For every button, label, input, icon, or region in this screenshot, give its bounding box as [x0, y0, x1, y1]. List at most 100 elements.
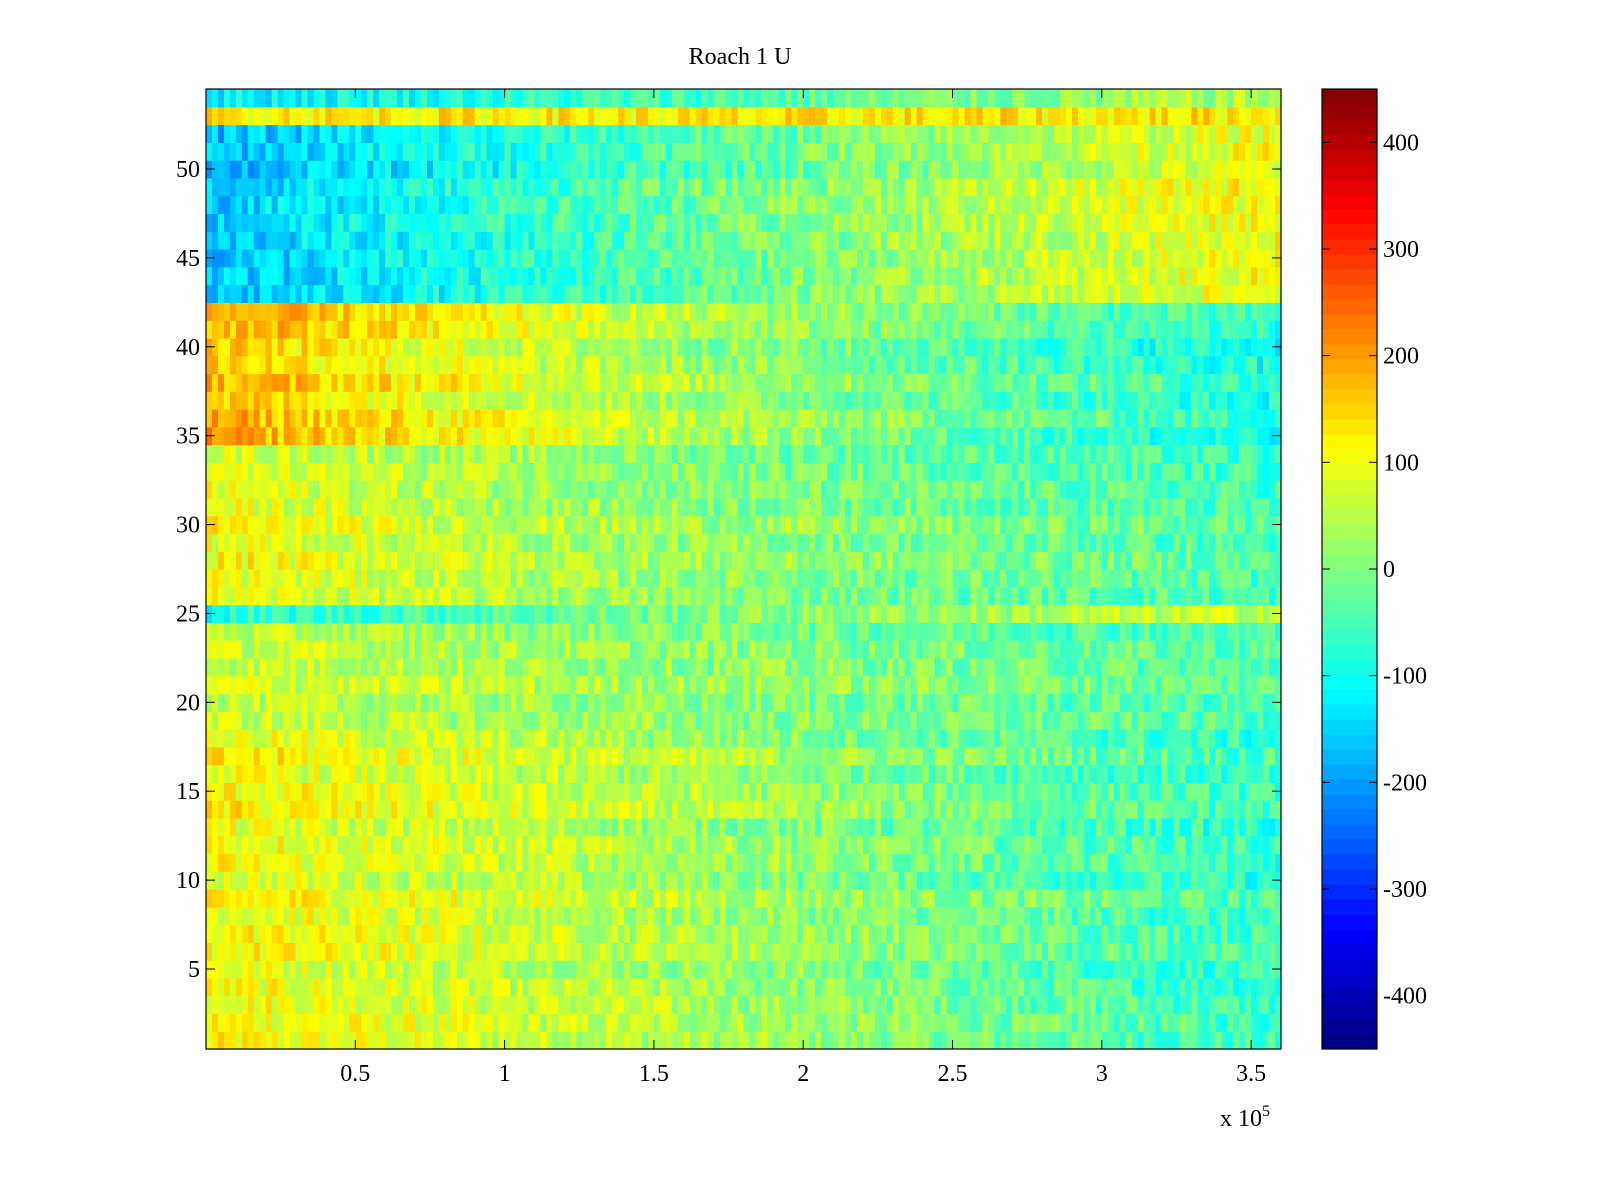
heatmap-cell: [922, 586, 930, 606]
heatmap-cell: [552, 586, 559, 606]
heatmap-cell: [1131, 657, 1139, 677]
heatmap-cell: [958, 764, 966, 783]
heatmap-cell: [241, 586, 249, 606]
heatmap-cell: [1101, 604, 1109, 623]
heatmap-cell: [1143, 995, 1151, 1015]
heatmap-cell: [1263, 640, 1270, 659]
heatmap-cell: [683, 1031, 691, 1050]
heatmap-cell: [689, 995, 697, 1015]
heatmap-cell: [1012, 569, 1019, 588]
heatmap-cell: [1083, 977, 1091, 997]
heatmap-cell: [1203, 942, 1210, 961]
heatmap-cell: [618, 977, 625, 997]
heatmap-cell: [331, 657, 338, 677]
heatmap-cell: [725, 622, 733, 641]
heatmap-cell: [510, 746, 518, 766]
heatmap-cell: [1054, 835, 1061, 855]
heatmap-cell: [1197, 782, 1204, 801]
heatmap-cell: [940, 622, 948, 641]
heatmap-cell: [409, 764, 416, 783]
heatmap-cell: [856, 657, 864, 677]
heatmap-cell: [271, 906, 279, 926]
heatmap-cell: [725, 871, 733, 890]
heatmap-cell: [761, 764, 768, 783]
heatmap-cell: [444, 906, 452, 926]
heatmap-cell: [486, 604, 494, 623]
heatmap-cell: [1066, 1013, 1073, 1032]
heatmap-cell: [964, 960, 972, 979]
heatmap-cell: [265, 995, 273, 1015]
heatmap-cell: [856, 711, 864, 730]
heatmap-cell: [1119, 924, 1127, 943]
heatmap-cell: [1012, 853, 1019, 872]
heatmap-cell: [564, 942, 571, 961]
heatmap-cell: [1179, 889, 1187, 908]
heatmap-cell: [349, 960, 356, 979]
heatmap-cell: [1185, 640, 1193, 659]
heatmap-cell: [1006, 675, 1013, 695]
heatmap-cell: [546, 977, 553, 997]
heatmap-cell: [307, 729, 315, 748]
heatmap-cell: [641, 942, 649, 961]
heatmap-cell: [773, 871, 780, 890]
heatmap-cell: [892, 889, 900, 908]
heatmap-cell: [982, 729, 989, 748]
heatmap-cell: [391, 871, 398, 890]
heatmap-cell: [665, 817, 673, 837]
heatmap-cell: [1209, 889, 1216, 908]
heatmap-cell: [331, 942, 338, 961]
heatmap-cell: [373, 729, 380, 748]
heatmap-cell: [731, 995, 739, 1015]
heatmap-cell: [367, 729, 374, 748]
heatmap-cell: [1149, 817, 1157, 837]
heatmap-cell: [426, 924, 434, 943]
heatmap-cell: [486, 657, 494, 677]
heatmap-cell: [289, 977, 297, 997]
heatmap-cell: [432, 729, 440, 748]
heatmap-cell: [695, 995, 703, 1015]
heatmap-cell: [600, 640, 607, 659]
heatmap-cell: [546, 569, 553, 588]
heatmap-cell: [1012, 906, 1019, 926]
heatmap-cell: [1215, 835, 1222, 855]
heatmap-cell: [683, 835, 691, 855]
heatmap-cell: [373, 622, 380, 641]
heatmap-cell: [206, 906, 213, 926]
heatmap-cell: [450, 1013, 458, 1032]
heatmap-cell: [397, 675, 404, 695]
heatmap-cell: [940, 889, 948, 908]
heatmap-cell: [325, 1013, 333, 1032]
heatmap-cell: [492, 800, 500, 819]
heatmap-cell: [994, 817, 1001, 837]
heatmap-cell: [1209, 853, 1216, 872]
heatmap-cell: [1042, 924, 1049, 943]
heatmap-cell: [1215, 622, 1222, 641]
heatmap-cell: [1179, 835, 1187, 855]
heatmap-cell: [1197, 977, 1204, 997]
heatmap-cell: [862, 586, 870, 606]
heatmap-cell: [534, 675, 542, 695]
heatmap-cell: [743, 657, 751, 677]
heatmap-cell: [1269, 1013, 1276, 1032]
heatmap-cell: [480, 622, 488, 641]
heatmap-cell: [874, 640, 882, 659]
heatmap-cell: [803, 942, 810, 961]
heatmap-cell: [898, 693, 906, 712]
heatmap-cell: [576, 729, 583, 748]
heatmap-cell: [1077, 746, 1085, 766]
heatmap-cell: [636, 960, 643, 979]
heatmap-cell: [403, 889, 410, 908]
heatmap-cell: [337, 889, 344, 908]
heatmap-cell: [1263, 960, 1270, 979]
heatmap-cell: [504, 924, 512, 943]
heatmap-cell: [223, 657, 231, 677]
heatmap-cell: [618, 835, 625, 855]
heatmap-cell: [1209, 800, 1216, 819]
heatmap-cell: [438, 817, 446, 837]
heatmap-cell: [546, 906, 553, 926]
heatmap-cell: [612, 1013, 619, 1032]
heatmap-cell: [630, 817, 637, 837]
heatmap-cell: [247, 871, 255, 890]
heatmap-cell: [403, 782, 410, 801]
heatmap-cell: [1209, 711, 1216, 730]
